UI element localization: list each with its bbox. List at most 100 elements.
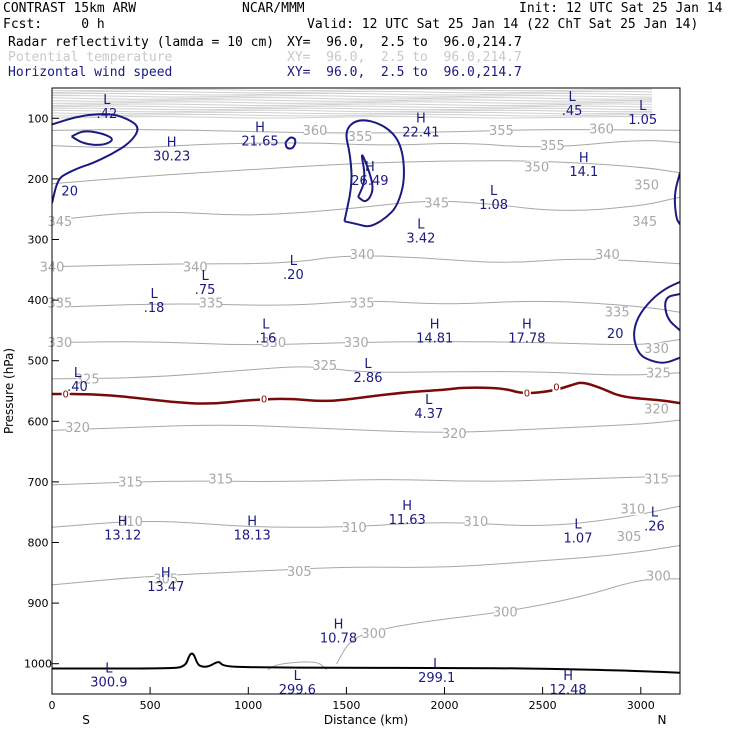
extremum-mark-low: L: [364, 357, 372, 372]
extremum-value: 1.05: [628, 113, 657, 128]
theta-label: 345: [424, 197, 449, 212]
extremum-value: 2.86: [354, 371, 383, 386]
field-xy-wind: XY= 96.0, 2.5 to 96.0,214.7: [287, 65, 522, 80]
extremum-mark-high: H: [430, 317, 440, 332]
extremum-value: 299.1: [418, 671, 455, 686]
theta-label-bg: [119, 515, 142, 528]
extremum-mark-high: H: [402, 499, 412, 514]
extremum-mark-low: L: [574, 517, 582, 532]
theta-label-bg: [596, 248, 619, 261]
theta-label-bg: [633, 215, 656, 228]
field-xy-reflectivity: XY= 96.0, 2.5 to 96.0,214.7: [287, 35, 522, 50]
x-tick-label: 500: [140, 699, 161, 712]
y-tick-label: 100: [28, 112, 49, 125]
wind-label: 20: [61, 185, 78, 200]
field-name-reflectivity: Radar reflectivity (lamda = 10 cm): [8, 35, 275, 50]
upper-boundary-hatch-line: [52, 107, 653, 111]
theta-contour-315: [52, 475, 680, 486]
extremum-mark-high: H: [579, 151, 589, 166]
theta-label-bg: [362, 627, 385, 640]
theta-label-bg: [635, 179, 658, 191]
extremum-value: 1.07: [564, 531, 593, 546]
theta-label: 345: [47, 215, 72, 230]
theta-label: 345: [632, 215, 657, 230]
terrain-line: [52, 652, 680, 674]
theta-label: 310: [620, 503, 645, 518]
zero-label: 0: [261, 394, 267, 405]
extremum-value: 13.47: [147, 580, 184, 595]
theta-contour-340: [52, 255, 680, 268]
theta-label: 300: [493, 606, 518, 621]
extremum-value: 300.9: [90, 676, 127, 691]
theta-label: 350: [634, 179, 659, 194]
extremum-mark-high: H: [118, 514, 128, 529]
extremum-mark-low: L: [150, 287, 158, 302]
extremum-mark-high: H: [255, 120, 265, 135]
theta-label-bg: [154, 572, 177, 585]
y-tick-label: 200: [28, 173, 49, 186]
theta-label: 300: [646, 569, 671, 584]
extremum-value: 10.78: [320, 631, 357, 646]
x-axis-title: Distance (km): [324, 713, 408, 727]
upper-boundary-hatch-line: [52, 105, 653, 109]
extremum-value: 3.42: [406, 231, 435, 246]
valid-time: Valid: 12 UTC Sat 25 Jan 14 (22 ChT Sat …: [307, 17, 699, 32]
theta-contour-345: [52, 196, 680, 221]
theta-label-bg: [200, 297, 222, 310]
extremum-value: .45: [562, 104, 583, 119]
theta-label-bg: [262, 336, 285, 349]
theta-contour-320: [52, 419, 680, 433]
extremum-value: 1.08: [479, 198, 508, 213]
theta-label-bg: [647, 366, 670, 379]
model-title: CONTRAST 15km ARW: [3, 1, 137, 16]
theta-label-bg: [351, 297, 374, 310]
x-tick-label: 0: [49, 699, 56, 712]
theta-label: 315: [644, 472, 669, 487]
x-tick-label: 1500: [332, 699, 360, 712]
theta-label: 355: [348, 130, 373, 145]
zero-contour-line: [52, 381, 680, 405]
extremum-mark-low: L: [201, 269, 209, 284]
extremum-value: .20: [283, 268, 304, 283]
x-axis-south-label: S: [82, 713, 90, 727]
y-tick-label: 1000: [24, 658, 52, 671]
theta-label: 360: [589, 123, 614, 138]
y-tick-label: 400: [28, 294, 49, 307]
extremum-value: 11.63: [389, 513, 426, 528]
theta-label: 335: [47, 297, 72, 312]
extremum-mark-high: H: [247, 514, 257, 529]
extremum-mark-high: H: [334, 617, 344, 632]
theta-label-bg: [464, 515, 487, 528]
theta-contour-305: [52, 545, 680, 586]
theta-label: 310: [118, 515, 143, 530]
theta-label: 325: [646, 366, 671, 381]
extremum-value: 14.1: [569, 165, 598, 180]
y-tick-label: 600: [28, 415, 49, 428]
theta-contour-300: [336, 578, 680, 664]
extremum-value: 14.81: [416, 331, 453, 346]
theta-contour-300: [267, 661, 328, 671]
theta-label: 325: [312, 359, 337, 374]
upper-boundary-hatch-line: [52, 88, 653, 92]
zero-label-bg: [260, 393, 268, 404]
extremum-mark-low: L: [433, 657, 441, 672]
extremum-mark-low: L: [290, 254, 298, 269]
theta-label-bg: [525, 160, 548, 173]
theta-label-bg: [66, 421, 89, 434]
terrain-group: [52, 652, 680, 674]
theta-label: 325: [75, 372, 100, 387]
upper-boundary-hatch-line: [52, 115, 653, 119]
extremum-value: 18.13: [234, 528, 271, 543]
theta-label: 340: [183, 260, 208, 275]
field-name-wind: Horizontal wind speed: [8, 65, 173, 80]
theta-label-bg: [645, 403, 668, 416]
y-tick-label: 800: [28, 537, 49, 550]
theta-label-bg: [590, 123, 613, 136]
x-axis-north-label: N: [658, 713, 667, 727]
theta-label-bg: [76, 372, 99, 385]
extremum-mark-low: L: [74, 366, 82, 381]
zero-label-bg: [61, 389, 70, 399]
theta-label-bg: [48, 215, 71, 228]
zero-label: 0: [63, 390, 69, 401]
